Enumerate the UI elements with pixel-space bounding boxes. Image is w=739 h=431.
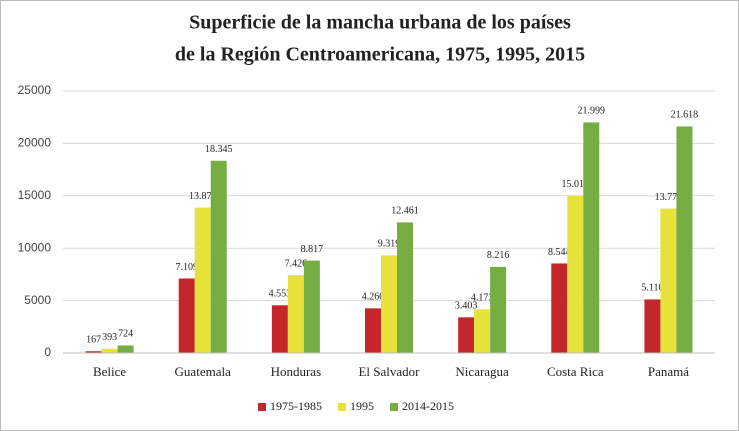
value-label: 5.110 xyxy=(641,283,663,294)
x-tick-label: El Salvador xyxy=(358,364,420,379)
bar xyxy=(567,195,584,353)
value-label: 3.403 xyxy=(455,301,478,312)
value-label: 8.544 xyxy=(548,247,571,258)
x-tick-label: Nicaragua xyxy=(455,364,509,379)
bar xyxy=(644,299,661,353)
bar xyxy=(474,309,491,353)
y-tick-label: 5000 xyxy=(24,293,51,307)
value-label: 724 xyxy=(118,329,133,340)
x-tick-label: Honduras xyxy=(271,364,322,379)
bar xyxy=(676,126,693,353)
x-tick-label: Belice xyxy=(93,364,126,379)
value-label: 167 xyxy=(86,335,101,346)
value-label: 12.461 xyxy=(391,206,419,217)
chart-title: de la Región Centroamericana, 1975, 1995… xyxy=(175,44,585,66)
value-label: 8.216 xyxy=(487,250,510,261)
y-tick-label: 15000 xyxy=(18,188,52,202)
value-label: 4.260 xyxy=(362,292,385,303)
value-label: 4.173 xyxy=(471,293,494,304)
x-tick-label: Costa Rica xyxy=(547,364,604,379)
legend-swatch xyxy=(390,403,398,411)
value-label: 7.109 xyxy=(175,262,198,273)
bar xyxy=(381,255,397,353)
bar xyxy=(117,345,134,353)
bar xyxy=(365,308,381,353)
bar xyxy=(101,348,118,353)
value-label: 21.999 xyxy=(578,106,606,117)
bar xyxy=(210,160,227,353)
bar xyxy=(490,266,507,353)
value-label: 8.817 xyxy=(301,244,324,255)
value-label: 393 xyxy=(102,332,117,343)
bar xyxy=(194,207,211,353)
value-label: 4.553 xyxy=(269,289,292,300)
y-tick-label: 0 xyxy=(44,345,51,359)
bar xyxy=(303,260,320,353)
value-label: 15.017 xyxy=(562,179,590,190)
legend-label: 1995 xyxy=(350,399,374,413)
y-tick-label: 20000 xyxy=(18,136,52,150)
bar xyxy=(458,317,475,353)
x-tick-label: Panamá xyxy=(648,364,689,379)
value-label: 13.875 xyxy=(189,191,217,202)
value-label: 7.426 xyxy=(285,258,308,269)
bar xyxy=(287,275,304,353)
y-tick-label: 25000 xyxy=(18,83,52,97)
legend-swatch xyxy=(338,403,346,411)
bar xyxy=(178,278,195,353)
value-label: 9.319 xyxy=(378,239,401,250)
legend-swatch xyxy=(258,403,266,411)
x-tick-label: Guatemala xyxy=(175,364,232,379)
bar xyxy=(551,263,568,353)
bar xyxy=(271,305,288,353)
legend-label: 1975-1985 xyxy=(270,399,322,413)
chart-title: Superficie de la mancha urbana de los pa… xyxy=(189,12,571,34)
bar xyxy=(85,351,102,353)
value-label: 13.779 xyxy=(655,192,683,203)
value-label: 18.345 xyxy=(205,144,233,155)
bar xyxy=(583,122,600,354)
bar xyxy=(397,222,413,353)
bar xyxy=(660,208,677,353)
y-tick-label: 10000 xyxy=(18,240,52,254)
value-label: 21.618 xyxy=(671,110,699,121)
legend-label: 2014-2015 xyxy=(402,399,454,413)
